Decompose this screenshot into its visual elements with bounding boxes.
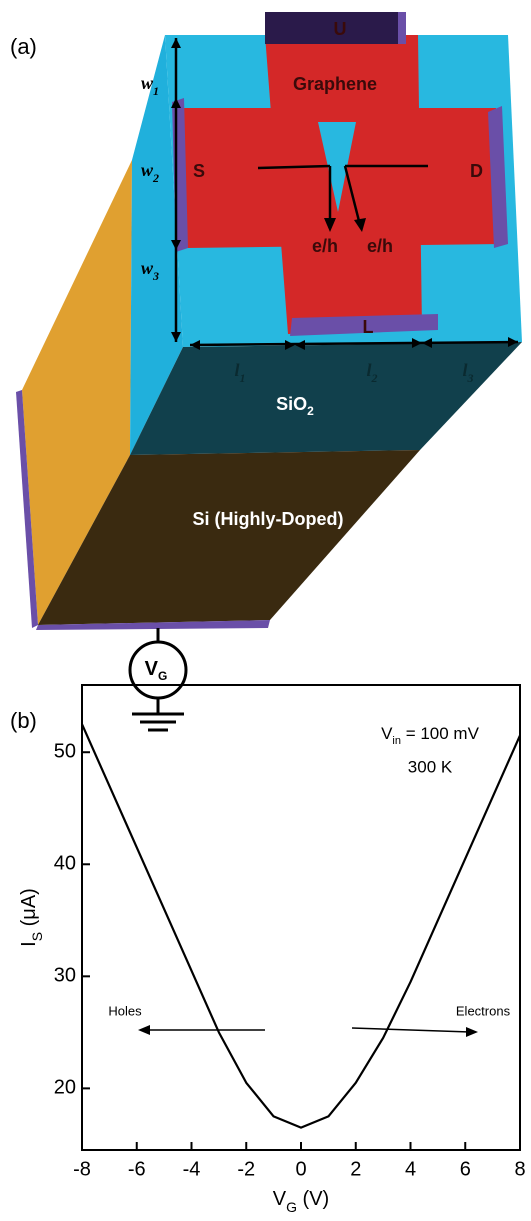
x-tick-label: -2 <box>237 1158 255 1180</box>
x-axis-label: VG (V) <box>273 1188 329 1214</box>
x-tick-label: 0 <box>295 1158 306 1180</box>
figure: (a) Graphene U S D L e/h e/h Si (Highly-… <box>0 0 531 1221</box>
x-tick-label: -6 <box>128 1158 146 1180</box>
width-label-sub: 3 <box>152 269 159 283</box>
x-tick-label: -8 <box>73 1158 91 1180</box>
contact-label: L <box>363 317 374 337</box>
contact-label: D <box>470 161 483 181</box>
y-axis-label-rest: (μA) <box>18 888 40 932</box>
y-tick-label: 50 <box>54 741 76 763</box>
condition: 300 K <box>408 757 453 776</box>
device-diagram <box>16 12 522 730</box>
note-arrows <box>145 1028 470 1032</box>
electrons-note: Electrons <box>456 1003 511 1018</box>
condition-sub: in <box>392 735 401 747</box>
condition: Vin = 100 mV <box>381 724 480 746</box>
oxide-label-main: SiO <box>276 394 307 414</box>
condition-rest: = 100 mV <box>401 724 480 743</box>
panel-label: (b) <box>10 708 37 733</box>
oxide-label-sub: 2 <box>307 404 314 418</box>
x-tick-label: -4 <box>183 1158 201 1180</box>
y-axis-label: IS (μA) <box>18 888 44 947</box>
length-label-sub: 3 <box>467 371 474 385</box>
y-tick-label: 20 <box>54 1077 76 1099</box>
x-tick-label: 8 <box>514 1158 525 1180</box>
gate-label-main: V <box>145 658 159 680</box>
oxide-front <box>130 342 522 455</box>
condition-main: V <box>381 724 393 743</box>
x-axis-label-main: V <box>273 1188 287 1210</box>
x-axis-label-rest: (V) <box>297 1188 329 1210</box>
contact-label: U <box>334 19 347 39</box>
contact-label: S <box>193 161 205 181</box>
holes-note: Holes <box>108 1003 142 1018</box>
x-axis-label-sub: G <box>286 1199 297 1215</box>
x-tick-label: 6 <box>460 1158 471 1180</box>
y-axis-label-sub: S <box>29 932 45 941</box>
panel-label: (a) <box>10 34 37 59</box>
graphene-label: Graphene <box>293 74 377 94</box>
x-tick-label: 2 <box>350 1158 361 1180</box>
length-label-sub: 1 <box>240 371 246 385</box>
width-label-sub: 1 <box>153 84 159 98</box>
plot-frame <box>82 685 520 1150</box>
gate-label-sub: G <box>158 669 167 683</box>
carrier-label: e/h <box>367 236 393 256</box>
length-label-sub: 2 <box>371 371 378 385</box>
data-line <box>82 724 520 1127</box>
y-tick-label: 40 <box>54 853 76 875</box>
width-label-sub: 2 <box>152 171 159 185</box>
x-tick-label: 4 <box>405 1158 416 1180</box>
carrier-label: e/h <box>312 236 338 256</box>
substrate-label: Si (Highly-Doped) <box>193 509 344 529</box>
contact-u-edge <box>398 12 406 44</box>
y-tick-label: 30 <box>54 965 76 987</box>
